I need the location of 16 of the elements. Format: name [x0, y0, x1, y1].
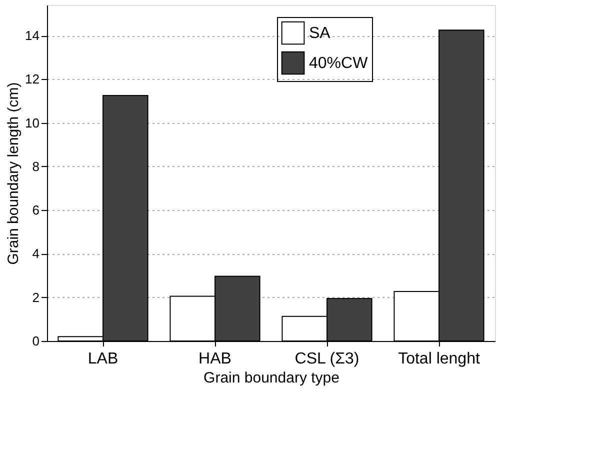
y-tick-label: 8 — [32, 158, 40, 174]
legend-label: SA — [309, 25, 331, 42]
y-tick-label: 10 — [25, 115, 40, 130]
y-tick-label: 6 — [32, 202, 40, 218]
y-tick-label: 4 — [32, 246, 40, 262]
legend-label: 40%CW — [309, 55, 369, 72]
x-tick-label: HAB — [198, 350, 232, 368]
y-axis-title: Grain boundary length (cm) — [5, 82, 22, 265]
y-tick-label: 2 — [32, 290, 40, 305]
x-tick-label: Total lenght — [398, 350, 480, 368]
y-tick-label: 0 — [32, 334, 40, 348]
x-tick-label: CSL (Σ3) — [294, 350, 360, 368]
x-tick-label: LAB — [88, 350, 118, 368]
y-tick-label: 12 — [25, 72, 40, 87]
y-tick-label: 14 — [25, 28, 40, 44]
x-axis-title: Grain boundary type — [204, 370, 340, 386]
